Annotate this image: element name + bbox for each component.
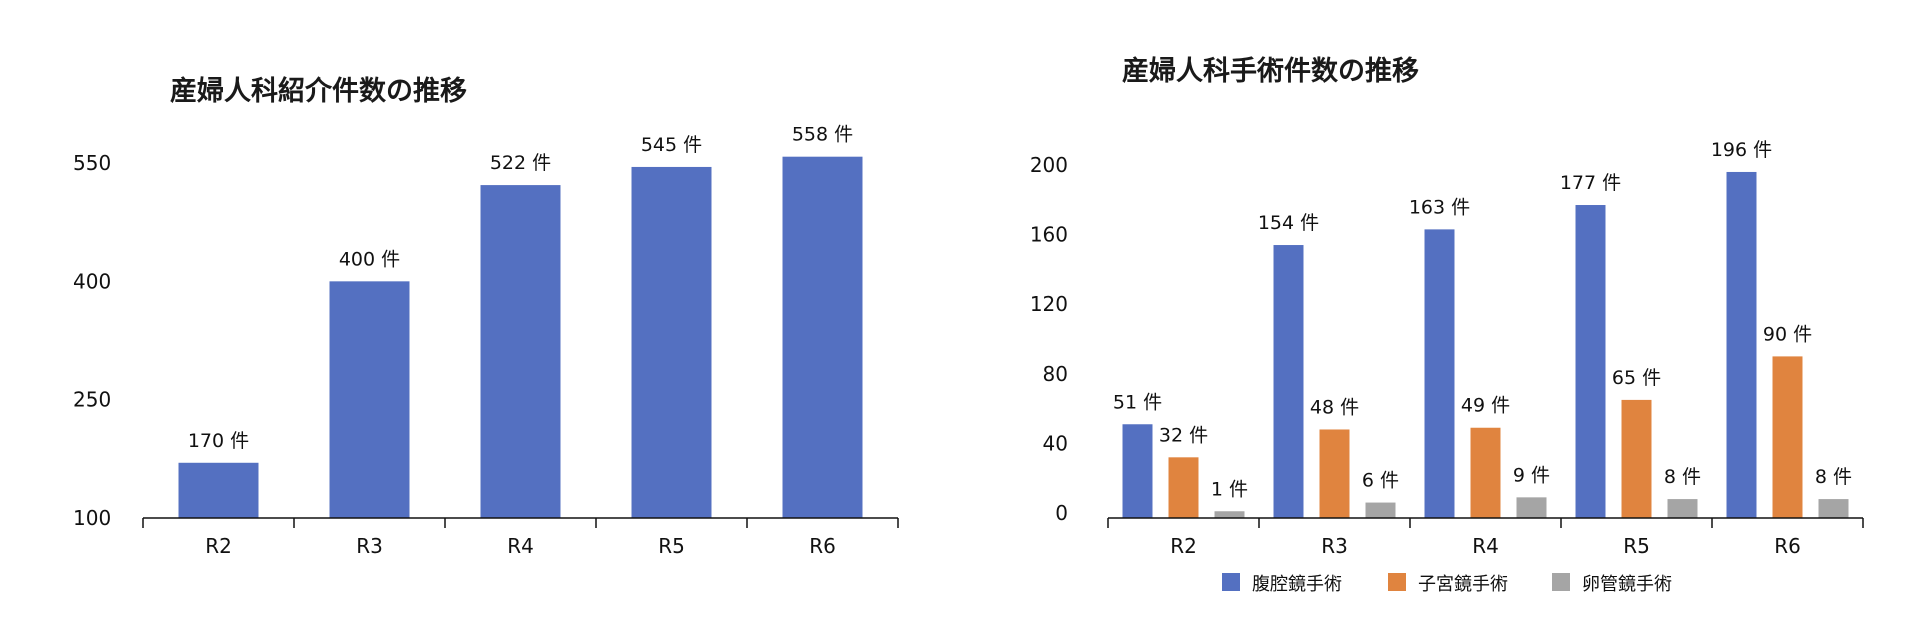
surgery-bar-laparoscopy: [1424, 229, 1455, 518]
surgery-bar-hysteroscopy: [1621, 399, 1652, 518]
surgery-chart-title: 産婦人科手術件数の推移: [1122, 55, 1419, 87]
surgery-bar-laparoscopy: [1575, 205, 1606, 518]
surgery-category-label: R3: [1321, 534, 1348, 558]
referral-category-label: R2: [205, 534, 232, 558]
referral-data-label: 400 件: [339, 248, 400, 270]
surgery-y-tick-label: 40: [1043, 431, 1068, 455]
surgery-chart: 産婦人科手術件数の推移 0 40 80 120 160 200 51 件 32 件 1 件 15…: [1030, 55, 1864, 595]
referral-data-label: 170 件: [188, 430, 249, 452]
referral-data-label: 558 件: [792, 124, 853, 146]
surgery-bar-laparoscopy: [1726, 171, 1757, 518]
surgery-data-label: 65 件: [1612, 367, 1661, 389]
legend-label: 卵管鏡手術: [1582, 574, 1672, 595]
surgery-data-label: 8 件: [1815, 466, 1852, 488]
surgery-bar-falloposcopy: [1214, 511, 1245, 518]
surgery-data-label: 48 件: [1310, 396, 1359, 418]
surgery-bar-hysteroscopy: [1772, 356, 1803, 518]
referral-category-label: R3: [356, 534, 383, 558]
referral-y-tick-label: 550: [73, 151, 111, 175]
surgery-y-tick-label: 160: [1030, 223, 1068, 247]
referral-y-tick-label: 250: [73, 388, 111, 412]
surgery-category-label: R6: [1774, 534, 1801, 558]
surgery-data-label: 1 件: [1211, 478, 1248, 500]
surgery-bar-falloposcopy: [1818, 499, 1849, 518]
surgery-data-label: 154 件: [1258, 212, 1319, 234]
surgery-data-label: 8 件: [1664, 466, 1701, 488]
referral-category-label: R4: [507, 534, 534, 558]
referral-data-label: 522 件: [490, 152, 551, 174]
legend-swatch: [1222, 573, 1240, 591]
surgery-y-tick-label: 120: [1030, 292, 1068, 316]
referral-bar: [480, 185, 561, 519]
referral-chart-title: 産婦人科紹介件数の推移: [170, 75, 467, 107]
surgery-data-label: 9 件: [1513, 464, 1550, 486]
surgery-y-tick-label: 200: [1030, 153, 1068, 177]
referral-data-label: 545 件: [641, 134, 702, 156]
surgery-data-label: 163 件: [1409, 196, 1470, 218]
surgery-bar-laparoscopy: [1122, 424, 1153, 518]
surgery-y-tick-label: 0: [1055, 501, 1068, 525]
surgery-data-label: 6 件: [1362, 470, 1399, 492]
referral-y-tick-label: 100: [73, 506, 111, 530]
surgery-data-label: 32 件: [1159, 424, 1208, 446]
referral-category-label: R5: [658, 534, 685, 558]
referral-bar: [329, 281, 410, 518]
referral-bar: [782, 156, 863, 518]
legend-label: 子宮鏡手術: [1418, 574, 1508, 595]
surgery-legend: 腹腔鏡手術 子宮鏡手術 卵管鏡手術: [1222, 573, 1672, 595]
surgery-category-label: R2: [1170, 534, 1197, 558]
surgery-bar-hysteroscopy: [1319, 429, 1350, 518]
surgery-bar-falloposcopy: [1365, 502, 1396, 518]
surgery-data-label: 196 件: [1711, 139, 1772, 161]
legend-swatch: [1552, 573, 1570, 591]
surgery-y-tick-label: 80: [1043, 362, 1068, 386]
surgery-bar-falloposcopy: [1516, 497, 1547, 518]
surgery-data-label: 177 件: [1560, 172, 1621, 194]
surgery-category-label: R5: [1623, 534, 1650, 558]
referral-chart: 産婦人科紹介件数の推移 100 250 400 550 170 件 400 件 522 件…: [73, 75, 899, 558]
referral-category-label: R6: [809, 534, 836, 558]
surgery-data-label: 51 件: [1113, 391, 1162, 413]
referral-bar: [631, 166, 712, 518]
legend-swatch: [1388, 573, 1406, 591]
surgery-data-label: 49 件: [1461, 395, 1510, 417]
surgery-data-label: 90 件: [1763, 323, 1812, 345]
referral-y-tick-label: 400: [73, 269, 111, 293]
surgery-bar-laparoscopy: [1273, 245, 1304, 519]
surgery-bar-falloposcopy: [1667, 499, 1698, 518]
referral-bar: [178, 462, 259, 518]
surgery-bar-hysteroscopy: [1168, 457, 1199, 518]
surgery-bar-hysteroscopy: [1470, 427, 1501, 518]
surgery-category-label: R4: [1472, 534, 1499, 558]
legend-label: 腹腔鏡手術: [1252, 574, 1342, 595]
